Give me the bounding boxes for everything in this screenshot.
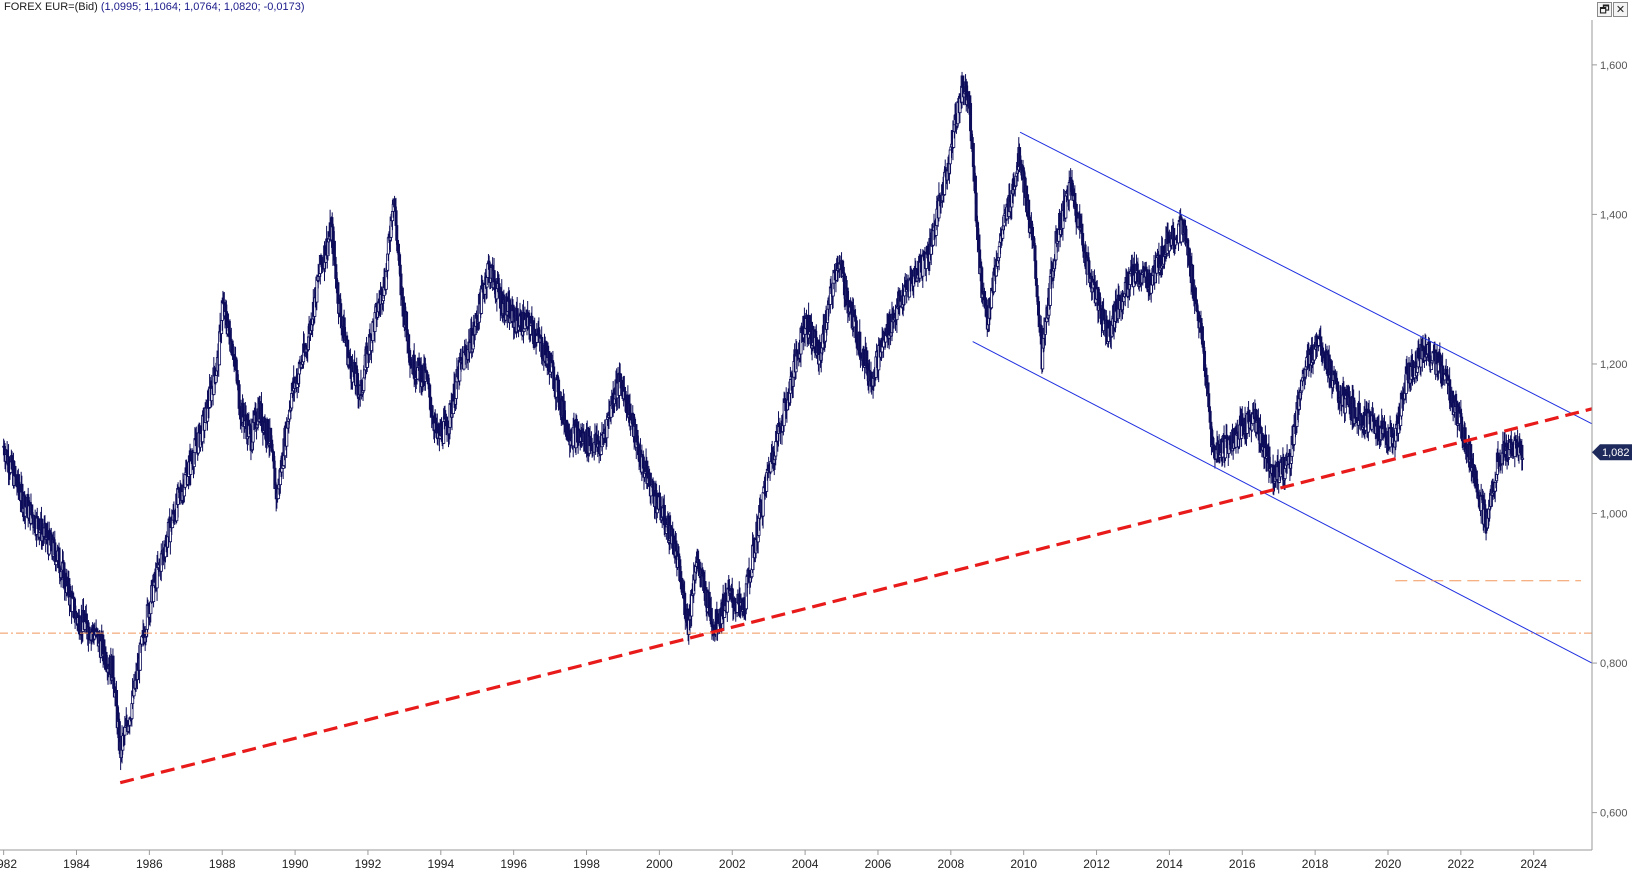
candle-body xyxy=(662,504,666,526)
last-price-label: 1,082 xyxy=(1602,447,1630,459)
candle-body xyxy=(30,504,34,516)
candle-body xyxy=(36,517,40,530)
chart-header: FOREX EUR=(Bid) (1,0995; 1,1064; 1,0764;… xyxy=(4,1,305,13)
candle-body xyxy=(1521,457,1525,460)
x-tick-label: 1992 xyxy=(355,857,382,871)
candle-body xyxy=(1102,309,1106,321)
x-tick-label: 1996 xyxy=(500,857,527,871)
x-tick-label: 2010 xyxy=(1010,857,1037,871)
candle-body xyxy=(333,256,337,266)
candle-body xyxy=(997,246,1001,259)
channel-upper-line[interactable] xyxy=(1019,131,1593,425)
x-tick-label: 1982 xyxy=(0,857,17,871)
chart-annotations xyxy=(0,131,1593,785)
candle-body xyxy=(271,451,275,462)
x-tick-label: 1990 xyxy=(282,857,309,871)
x-tick-label: 2002 xyxy=(719,857,746,871)
candlestick-series xyxy=(2,71,1525,771)
x-tick-label: 2024 xyxy=(1520,857,1547,871)
x-tick-label: 2006 xyxy=(865,857,892,871)
support-trendline[interactable] xyxy=(119,407,1593,785)
last-price-marker xyxy=(1592,444,1632,461)
x-tick-label: 2004 xyxy=(792,857,819,871)
candle-body xyxy=(858,331,862,357)
channel-lower-line[interactable] xyxy=(972,341,1593,664)
candle-body xyxy=(349,355,353,367)
candle-body xyxy=(362,377,366,391)
candle-body xyxy=(761,492,765,517)
candle-body xyxy=(214,375,218,383)
candle-body xyxy=(948,149,952,165)
x-tick-label: 2000 xyxy=(646,857,673,871)
candle-body xyxy=(203,422,207,431)
x-tick-label: 1994 xyxy=(427,857,454,871)
candle-body xyxy=(1018,147,1022,168)
candle-body xyxy=(671,528,675,537)
candle-body xyxy=(774,441,778,457)
candle-body xyxy=(1383,421,1387,429)
candle-body xyxy=(968,95,972,104)
x-tick-label: 1984 xyxy=(63,857,90,871)
ohlc-values: (1,0995; 1,1064; 1,0764; 1,0820; -0,0173… xyxy=(100,1,305,13)
candle-body xyxy=(929,245,933,255)
x-tick-label: 1986 xyxy=(136,857,163,871)
y-tick-label: 1,400 xyxy=(1600,209,1628,221)
candle-body xyxy=(393,198,397,208)
x-tick-label: 2020 xyxy=(1375,857,1402,871)
y-tick-label: 1,000 xyxy=(1600,509,1628,521)
candle-body xyxy=(428,384,432,398)
candle-body xyxy=(1469,444,1473,461)
candle-body xyxy=(1209,421,1213,430)
y-tick-label: 1,600 xyxy=(1600,60,1628,72)
candle-body xyxy=(1027,199,1031,220)
candle-body xyxy=(895,307,899,321)
restore-icon[interactable]: 🗗 xyxy=(1597,2,1612,17)
x-tick-label: 2022 xyxy=(1447,857,1474,871)
x-tick-label: 1998 xyxy=(573,857,600,871)
x-tick-label: 1988 xyxy=(209,857,236,871)
x-tick-label: 2016 xyxy=(1229,857,1256,871)
y-tick-label: 0,600 xyxy=(1600,808,1628,820)
candle-body xyxy=(971,142,975,168)
x-tick-label: 2008 xyxy=(937,857,964,871)
candle-body xyxy=(725,600,729,613)
instrument-symbol: FOREX EUR=(Bid) xyxy=(4,1,98,13)
y-tick-label: 1,200 xyxy=(1600,359,1628,371)
candle-body xyxy=(123,726,127,736)
close-icon[interactable]: ✕ xyxy=(1613,2,1628,17)
y-tick-label: 0,800 xyxy=(1600,658,1628,670)
chart-axes: 0,600 0,800 1,000 1,200 1,400 1,600 1982 1984 19… xyxy=(0,20,1632,871)
candle-body xyxy=(697,559,701,569)
x-tick-label: 2014 xyxy=(1156,857,1183,871)
x-tick-label: 2018 xyxy=(1302,857,1329,871)
x-tick-label: 2012 xyxy=(1083,857,1110,871)
candle-body xyxy=(854,320,858,343)
